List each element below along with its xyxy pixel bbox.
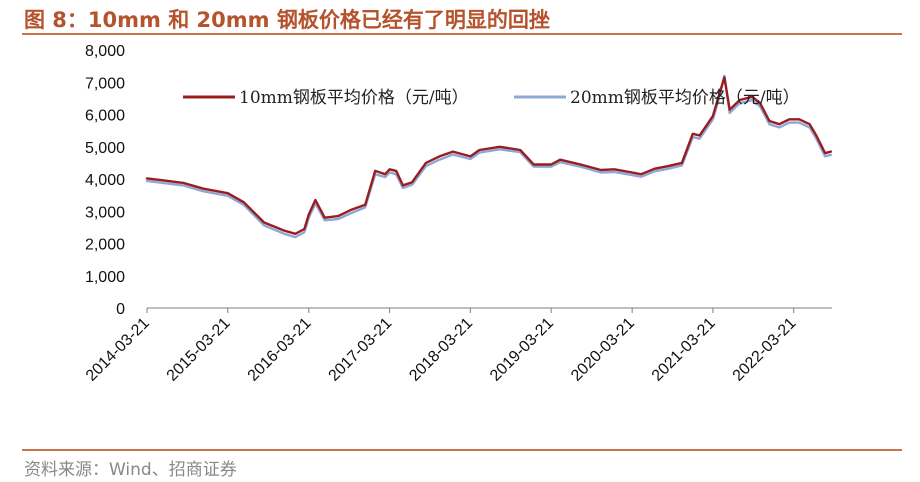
y-tick-label: 3,000 [85, 204, 125, 221]
y-tick-label: 6,000 [85, 108, 125, 125]
x-tick-label: 2020-03-21 [568, 315, 638, 385]
x-tick-label: 2021-03-21 [649, 315, 719, 385]
legend: 10mm钢板平均价格（元/吨） 20mm钢板平均价格（元/吨） [183, 88, 800, 108]
legend-label: 20mm钢板平均价格（元/吨） [570, 88, 800, 108]
y-tick-label: 2,000 [85, 237, 125, 254]
source-note: 资料来源：Wind、招商证券 [24, 460, 237, 480]
y-tick-label: 4,000 [85, 172, 125, 189]
x-tick-label: 2019-03-21 [487, 315, 557, 385]
y-tick-label: 8,000 [85, 43, 125, 60]
y-tick-label: 7,000 [85, 75, 125, 92]
x-tick-label: 2016-03-21 [245, 315, 315, 385]
legend-label: 10mm钢板平均价格（元/吨） [239, 88, 469, 108]
x-tick-label: 2015-03-21 [164, 315, 234, 385]
series-line-10mm [145, 76, 833, 236]
series-layer [145, 74, 833, 239]
chart-title: 图 8：10mm 和 20mm 钢板价格已经有了明显的回挫 [24, 8, 550, 32]
source-divider [22, 449, 902, 451]
x-tick-label: 2018-03-21 [406, 315, 476, 385]
title-underline [22, 33, 902, 35]
y-tick-label: 5,000 [85, 140, 125, 157]
x-tick-label: 2022-03-21 [730, 315, 800, 385]
x-axis: 2014-03-21 2015-03-21 2016-03-21 2017-03-21… [83, 307, 832, 385]
x-tick-label: 2017-03-21 [326, 315, 396, 385]
y-tick-label: 1,000 [85, 269, 125, 286]
x-tick-label: 2014-03-21 [83, 315, 153, 385]
y-axis: 0 1,000 2,000 3,000 4,000 5,000 6,000 7,000 8,00… [85, 43, 125, 318]
y-tick-label: 0 [116, 301, 125, 318]
